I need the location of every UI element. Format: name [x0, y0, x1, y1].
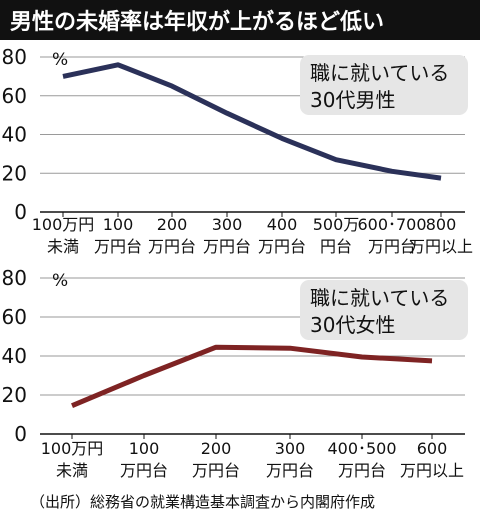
male-category-label: 未満 — [47, 237, 79, 256]
female-y-tick-label: 80 — [2, 266, 27, 290]
female-category-label: 200 — [201, 439, 232, 458]
female-category-label: 100 — [129, 439, 160, 458]
female-category-label: 300 — [275, 439, 306, 458]
female-y-tick-label: 60 — [2, 305, 27, 329]
male-category-label: 600･700 — [357, 215, 426, 234]
female-y-tick-label: 40 — [2, 344, 27, 368]
female-category-label: 万円台 — [192, 461, 240, 480]
male-y-tick-label: 80 — [2, 45, 27, 69]
male-y-tick-label: 20 — [2, 161, 27, 185]
male-category-label: 万円以上 — [409, 237, 473, 256]
title-bar — [0, 0, 480, 40]
male-category-label: 100 — [103, 215, 134, 234]
female-category-label: 万円以上 — [400, 461, 464, 480]
male-category-band — [0, 214, 480, 262]
female-annotation-box — [300, 280, 468, 340]
female-category-label: 600 — [417, 439, 448, 458]
female-category-band — [0, 436, 480, 486]
male-category-label: 100万円 — [32, 215, 95, 234]
male-category-label: 万円台 — [203, 237, 251, 256]
male-category-label: 400 — [267, 215, 298, 234]
female-y-tick-label: 20 — [2, 383, 27, 407]
female-series-line — [71, 344, 433, 409]
female-category-label: 100万円 — [41, 439, 104, 458]
male-category-label: 800 — [426, 215, 457, 234]
male-unit-label: % — [52, 50, 68, 70]
male-category-label: 200 — [157, 215, 188, 234]
chart-title: 男性の未婚率は年収が上がるほど低い — [10, 9, 384, 35]
female-category-label: 万円台 — [266, 461, 314, 480]
female-category-label: 400･500 — [327, 439, 396, 458]
male-y-tick-label: 0 — [14, 200, 27, 224]
female-annotation-line: 30代女性 — [310, 313, 395, 337]
female-unit-label: % — [52, 271, 68, 291]
source-note: （出所）総務省の就業構造基本調査から内閣府作成 — [30, 493, 375, 511]
male-y-tick-label: 40 — [2, 123, 27, 147]
male-series-line — [62, 62, 442, 181]
male-y-tick-label: 60 — [2, 84, 27, 108]
male-category-label: 300 — [212, 215, 243, 234]
male-category-label: 万円台 — [368, 237, 416, 256]
female-category-label: 万円台 — [120, 461, 168, 480]
male-category-label: 500万 — [313, 215, 360, 234]
male-category-label: 万円台 — [258, 237, 306, 256]
female-annotation-line: 職に就いている — [310, 286, 449, 310]
male-category-label: 万円台 — [148, 237, 196, 256]
male-category-label: 万円台 — [94, 237, 142, 256]
male-annotation-line: 30代男性 — [310, 88, 395, 112]
male-annotation-box — [300, 55, 468, 115]
female-category-label: 万円台 — [338, 461, 386, 480]
male-category-label: 円台 — [320, 237, 352, 256]
male-annotation-line: 職に就いている — [310, 61, 449, 85]
female-category-label: 未満 — [56, 461, 88, 480]
female-y-tick-label: 0 — [14, 422, 27, 446]
